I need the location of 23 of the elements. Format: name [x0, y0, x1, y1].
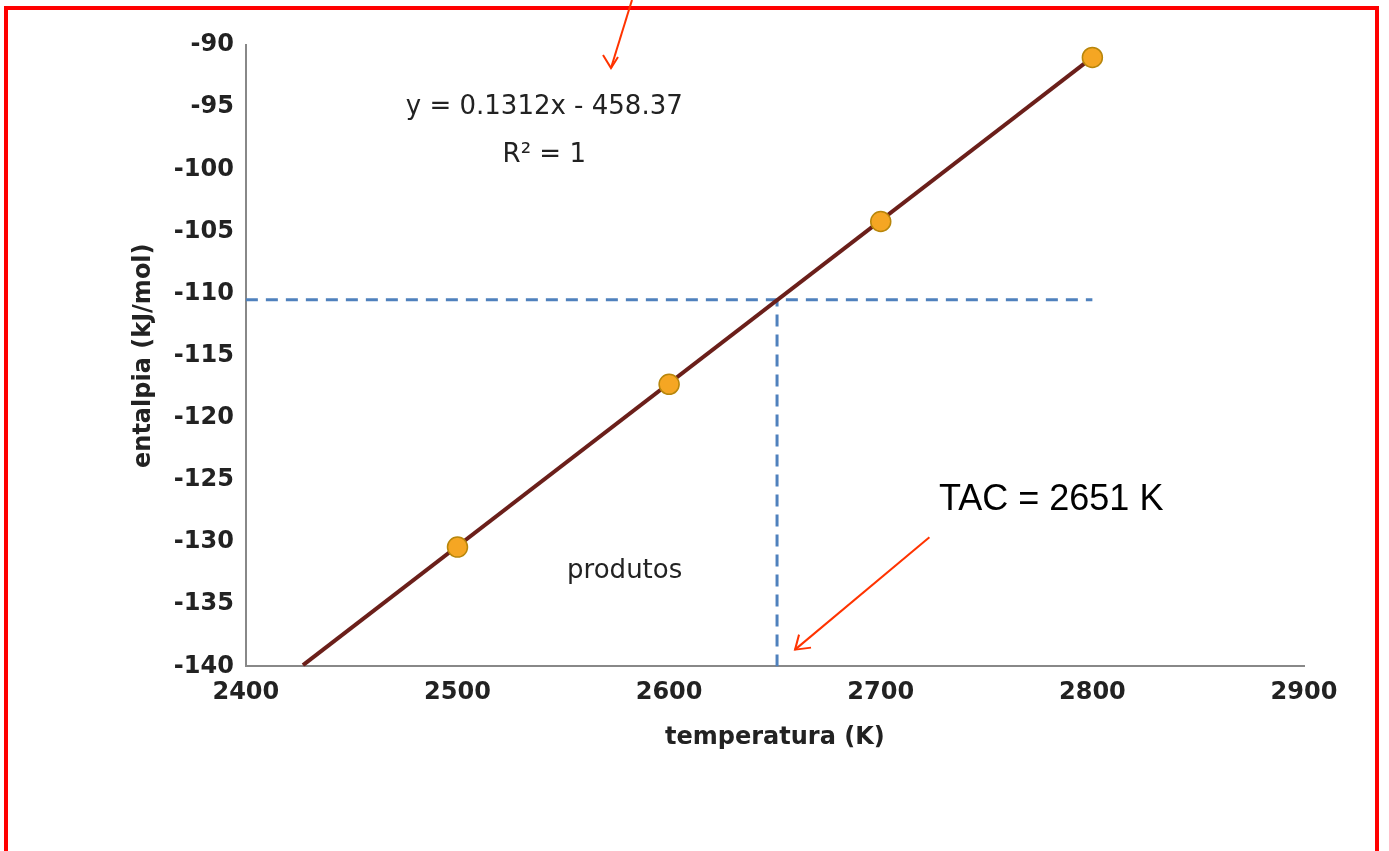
y-tick-label: -130 [173, 526, 234, 555]
x-tick-label: 2800 [1058, 677, 1126, 706]
y-tick-label: -100 [173, 153, 234, 182]
y-tick-label: -90 [190, 29, 234, 58]
y-tick-label: -110 [173, 277, 234, 306]
x-tick-label: 2900 [1270, 677, 1338, 706]
y-tick-label: -120 [173, 402, 234, 431]
annotation: R² = 1 [502, 137, 586, 168]
y-tick-label: -105 [173, 215, 234, 244]
y-tick-label: -95 [190, 91, 234, 120]
x-tick-label: 2700 [847, 677, 915, 706]
y-tick-label: -135 [173, 588, 234, 617]
annotation: produtos [567, 554, 683, 585]
y-tick-label: -125 [173, 464, 234, 493]
x-tick-label: 2500 [424, 677, 491, 706]
annotation: TAC = 2651 K [938, 477, 1164, 519]
x-tick-label: 2400 [212, 677, 280, 706]
annotation: y = 0.1312x - 458.37 [405, 89, 683, 120]
y-axis-title: entalpia (kJ/mol) [127, 243, 156, 468]
x-axis-title: temperatura (K) [665, 721, 885, 750]
y-tick-label: -140 [173, 650, 234, 679]
x-tick-label: 2600 [635, 677, 703, 706]
y-tick-label: -115 [173, 339, 234, 368]
